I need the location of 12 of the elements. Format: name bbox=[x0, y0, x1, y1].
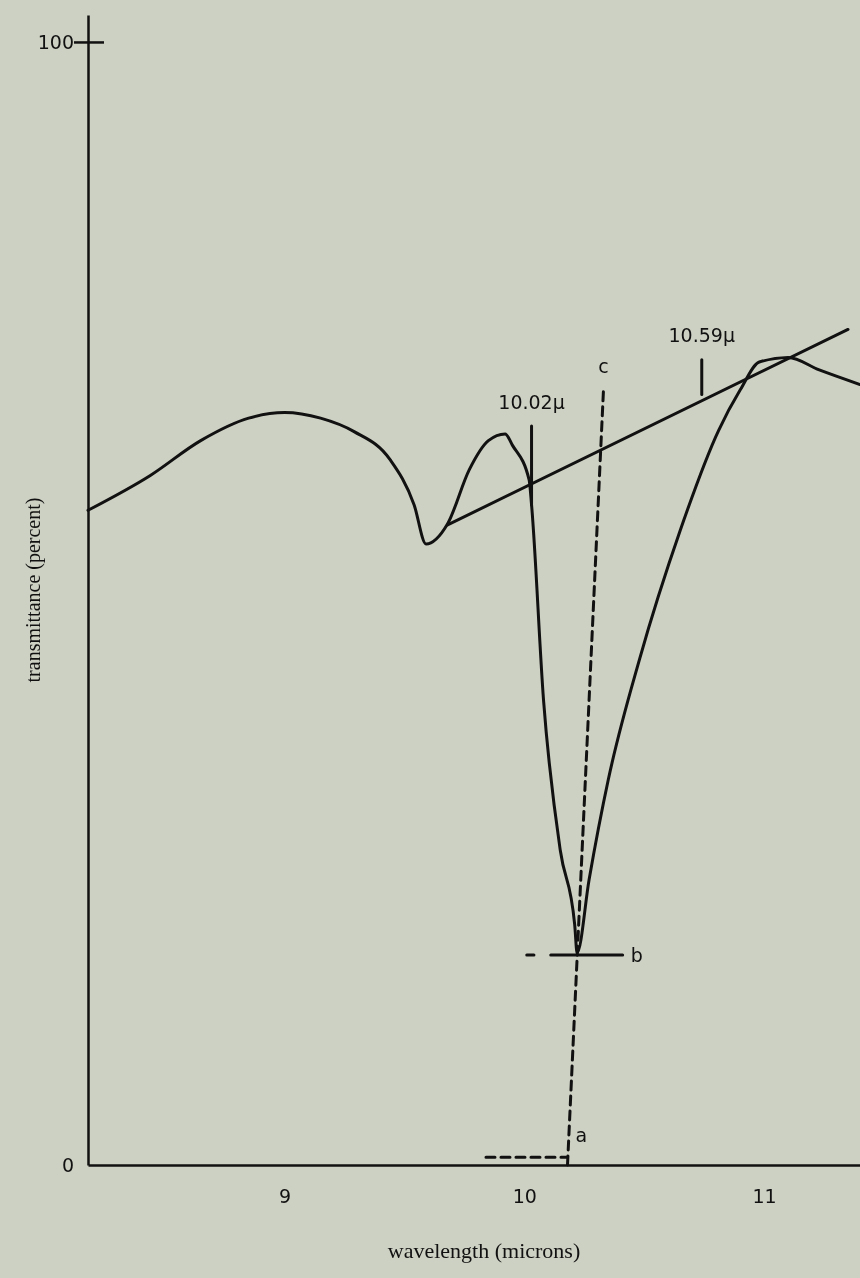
x-tick-label: 10 bbox=[512, 1185, 537, 1208]
y-tick-label: 100 bbox=[37, 30, 74, 53]
annotation: c bbox=[598, 354, 609, 377]
annotation: 10.02μ bbox=[498, 390, 565, 413]
annotation: b bbox=[630, 943, 643, 966]
y-axis-title: transmittance (percent) bbox=[22, 497, 45, 683]
annotation: a bbox=[575, 1123, 588, 1146]
x-tick-label: 9 bbox=[279, 1185, 292, 1208]
annotation: 10.59μ bbox=[668, 324, 736, 347]
x-tick-label: 11 bbox=[752, 1185, 777, 1208]
x-axis-title: wavelength (microns) bbox=[387, 1238, 581, 1263]
y-tick-label: 0 bbox=[61, 1153, 74, 1176]
